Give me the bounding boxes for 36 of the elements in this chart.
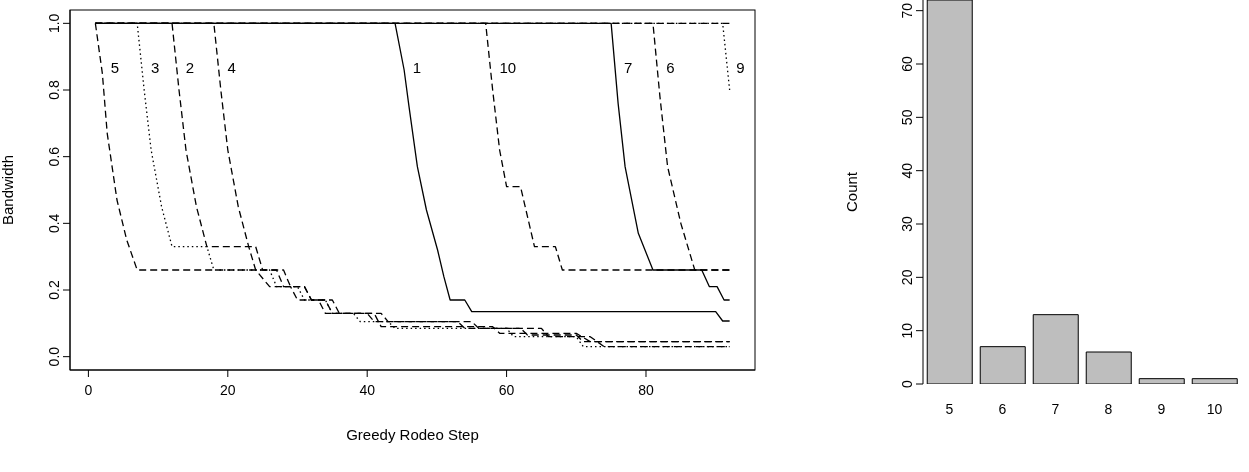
y-tick-label: 1.0: [46, 13, 62, 34]
series-label: 10: [499, 59, 517, 77]
series-label: 6: [666, 59, 675, 77]
x-tick-label: 60: [498, 381, 515, 398]
series-label: 7: [624, 59, 633, 77]
y-axis-title: Count: [843, 171, 861, 213]
series-label: 5: [110, 59, 119, 77]
series-label: 4: [227, 59, 236, 77]
series-label: 3: [150, 59, 160, 77]
x-tick-label: 80: [638, 381, 654, 398]
y-tick-label: 40: [899, 162, 915, 179]
x-tick-label: 5: [945, 400, 954, 417]
x-tick-label: 10: [1206, 400, 1223, 417]
y-tick-label: 0.0: [46, 346, 62, 367]
y-tick-label: 70: [899, 2, 915, 19]
series-label: 9: [736, 59, 745, 77]
x-tick-label: 0: [84, 381, 93, 398]
y-tick-label: 30: [899, 216, 915, 232]
y-axis-title: Bandwidth: [0, 154, 17, 226]
x-axis-title: Greedy Rodeo Step: [346, 426, 479, 443]
x-tick-label: 8: [1104, 400, 1113, 417]
y-tick-label: 20: [899, 269, 915, 286]
x-tick-label: 20: [220, 381, 236, 398]
y-tick-label: 0.8: [46, 80, 62, 100]
series-label: 1: [412, 59, 422, 77]
y-tick-label: 10: [899, 322, 915, 339]
y-tick-label: 0.4: [46, 213, 62, 234]
y-tick-label: 50: [899, 109, 915, 126]
x-tick-label: 40: [359, 381, 376, 398]
y-tick-label: 0.2: [46, 280, 62, 300]
x-tick-label: 7: [1051, 400, 1060, 417]
y-tick-label: 60: [899, 56, 915, 72]
x-tick-label: 9: [1157, 400, 1166, 417]
series-label: 2: [185, 59, 195, 77]
y-tick-label: 0.6: [46, 146, 62, 167]
x-tick-label: 6: [998, 400, 1007, 417]
